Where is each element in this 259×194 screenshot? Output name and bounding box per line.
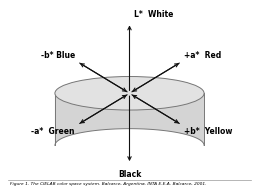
Text: -b* Blue: -b* Blue	[41, 51, 75, 60]
Text: +a*  Red: +a* Red	[184, 51, 221, 60]
Ellipse shape	[55, 76, 204, 110]
Polygon shape	[55, 76, 204, 146]
Text: L*  White: L* White	[134, 10, 174, 19]
Text: Black: Black	[118, 170, 141, 179]
Text: -a*  Green: -a* Green	[31, 127, 75, 136]
Text: Figure 1. The CIELAB color space system. Balcarce, Argentina. INTA E.E.A. Balcar: Figure 1. The CIELAB color space system.…	[10, 182, 207, 186]
Text: +b*  Yellow: +b* Yellow	[184, 127, 233, 136]
